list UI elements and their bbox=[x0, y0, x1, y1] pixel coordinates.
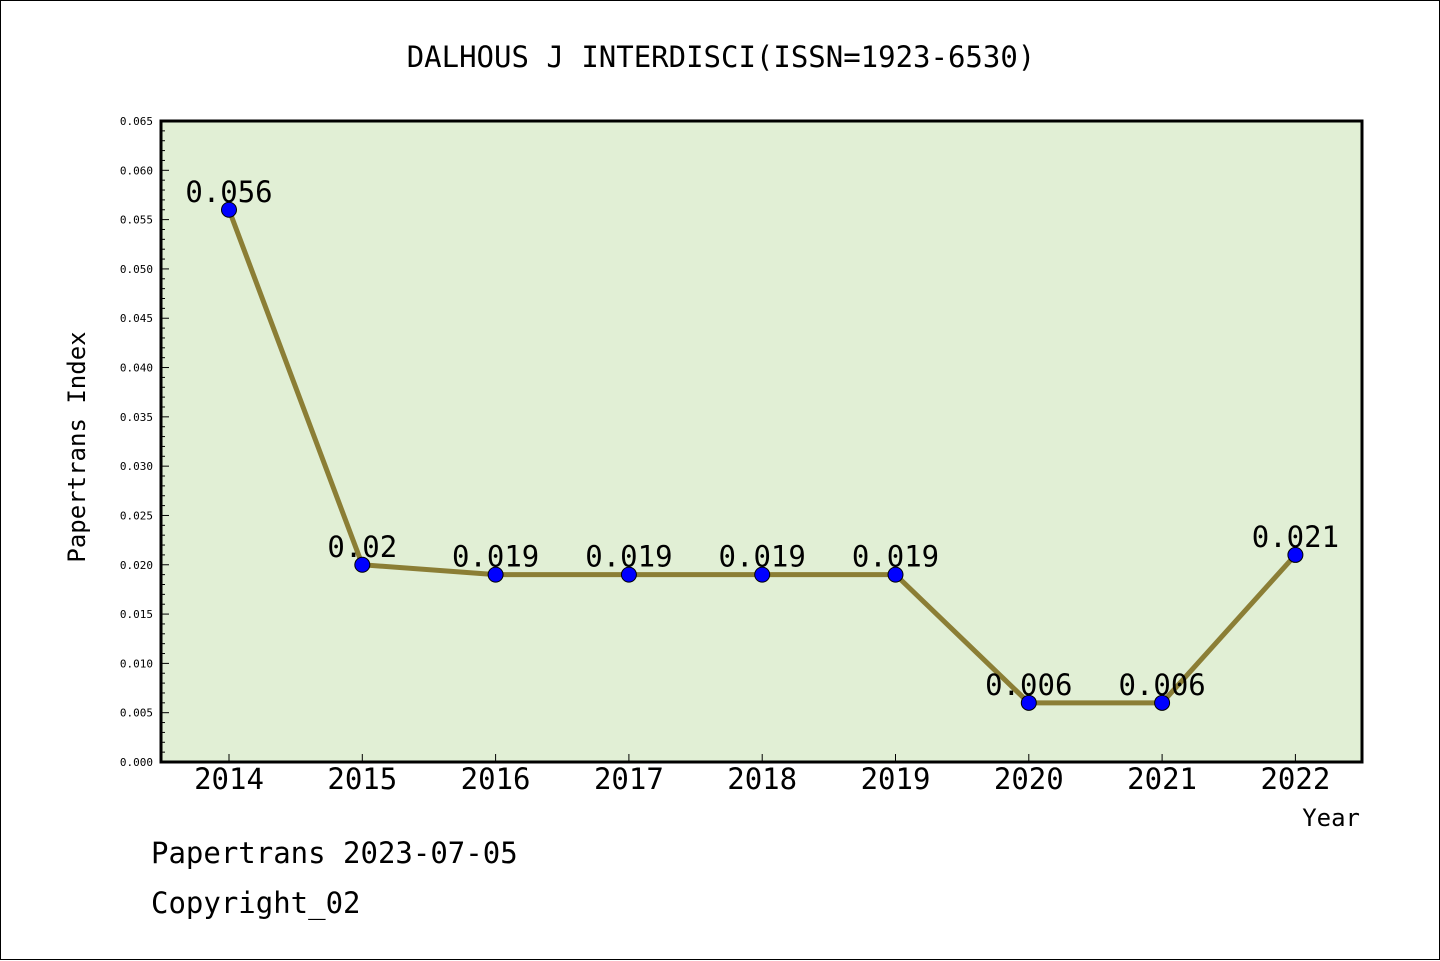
x-axis-label: Year bbox=[1302, 804, 1360, 832]
data-label: 0.019 bbox=[585, 540, 672, 574]
y-tick-label: 0.010 bbox=[120, 657, 153, 670]
data-label: 0.02 bbox=[327, 530, 397, 564]
data-point bbox=[887, 566, 904, 583]
y-axis-label: Papertrans Index bbox=[63, 331, 91, 562]
y-tick-label: 0.065 bbox=[120, 115, 153, 128]
x-tick-label: 2014 bbox=[194, 762, 264, 796]
data-label: 0.021 bbox=[1252, 520, 1339, 554]
y-tick-label: 0.045 bbox=[120, 312, 153, 325]
y-tick-label: 0.055 bbox=[120, 214, 153, 227]
data-point bbox=[1287, 546, 1304, 563]
data-point bbox=[487, 566, 504, 583]
y-tick-label: 0.040 bbox=[120, 362, 153, 375]
y-tick-label: 0.025 bbox=[120, 509, 153, 522]
chart-title: DALHOUS J INTERDISCI(ISSN=1923-6530) bbox=[407, 40, 1036, 74]
y-tick-label: 0.020 bbox=[120, 559, 153, 572]
data-point bbox=[620, 566, 637, 583]
data-point bbox=[1154, 694, 1171, 711]
data-label: 0.019 bbox=[452, 540, 539, 574]
data-point bbox=[354, 556, 371, 573]
y-tick-label: 0.030 bbox=[120, 460, 153, 473]
y-tick-label: 0.060 bbox=[120, 164, 153, 177]
data-label: 0.006 bbox=[1118, 668, 1205, 702]
data-label: 0.019 bbox=[852, 540, 939, 574]
footer-copyright: Copyright_02 bbox=[151, 886, 361, 920]
x-tick-label: 2019 bbox=[861, 762, 931, 796]
y-tick-label: 0.000 bbox=[120, 756, 153, 769]
data-label: 0.019 bbox=[719, 540, 806, 574]
y-tick-label: 0.050 bbox=[120, 263, 153, 276]
x-tick-label: 2020 bbox=[994, 762, 1064, 796]
data-point bbox=[754, 566, 771, 583]
data-point bbox=[1020, 694, 1037, 711]
data-label: 0.056 bbox=[185, 175, 272, 209]
plot-area bbox=[159, 119, 1364, 764]
x-tick-label: 2017 bbox=[594, 762, 664, 796]
x-tick-label: 2022 bbox=[1260, 762, 1330, 796]
x-tick-label: 2021 bbox=[1127, 762, 1197, 796]
footer-date: Papertrans 2023-07-05 bbox=[151, 836, 518, 870]
data-label: 0.006 bbox=[985, 668, 1072, 702]
y-tick-label: 0.015 bbox=[120, 608, 153, 621]
y-tick-label: 0.035 bbox=[120, 411, 153, 424]
data-point bbox=[221, 201, 237, 218]
x-tick-label: 2015 bbox=[327, 762, 397, 796]
x-tick-label: 2016 bbox=[461, 762, 531, 796]
y-tick-label: 0.005 bbox=[120, 707, 153, 720]
x-tick-label: 2018 bbox=[727, 762, 797, 796]
